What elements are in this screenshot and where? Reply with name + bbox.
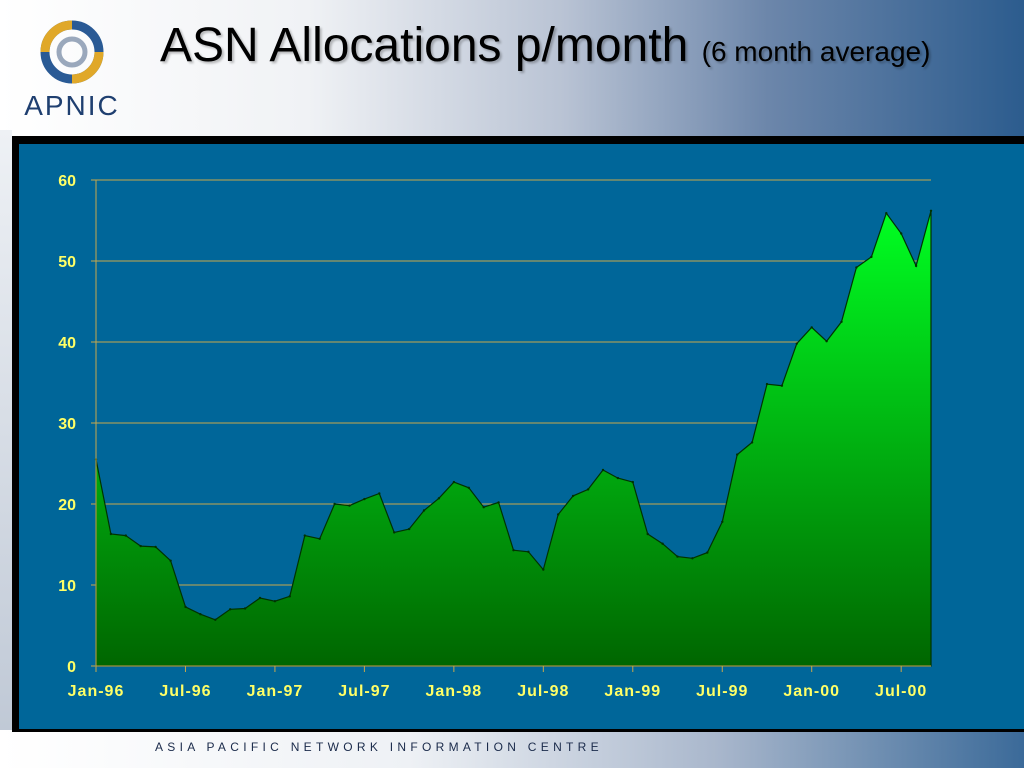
data-point [378,492,381,495]
data-point [706,551,709,554]
chart-panel: 0 10 20 30 40 50 60 Jan-96 Jul-96 Jan-97 Jul-97 Jan… [19,144,1024,729]
data-point [721,520,724,523]
data-point [646,532,649,536]
data-point [482,506,485,509]
series-area [95,210,932,667]
data-point [452,480,456,484]
data-point [169,559,172,562]
data-point [422,509,426,512]
footer-bar: ASIA PACIFIC NETWORK INFORMATION CENTRE [0,732,1024,768]
data-point [214,618,217,621]
data-point [870,255,873,259]
data-point [393,531,396,534]
title-sub: (6 month average) [701,36,931,67]
y-tick-label: 20 [58,497,76,514]
x-tick-label: Jan-97 [247,683,304,700]
data-point [631,480,634,484]
data-point [542,568,545,571]
y-tick-label: 40 [58,335,76,352]
left-decor-strip [0,130,12,730]
data-point [333,502,336,506]
data-point [750,441,754,444]
y-tick-label: 0 [67,659,76,676]
data-point [437,497,441,500]
data-point [885,212,888,215]
data-point [676,555,679,558]
data-point [557,513,560,516]
data-point [527,550,530,553]
y-tick-label: 10 [58,578,76,595]
footer-text: ASIA PACIFIC NETWORK INFORMATION CENTRE [155,740,603,754]
data-point [900,232,903,235]
data-point [616,476,620,480]
data-point [736,453,739,456]
data-point [780,384,784,387]
data-point [273,600,277,603]
x-tick-label: Jul-00 [875,683,927,700]
data-point [586,488,590,491]
data-point [229,608,232,611]
data-point [929,209,933,212]
data-point [825,340,828,343]
data-point [497,501,500,504]
data-point [840,320,843,323]
data-point [288,595,291,598]
x-tick-label: Jan-00 [783,683,840,700]
chart-frame: 0 10 20 30 40 50 60 Jan-96 Jul-96 Jan-97 Jul-97 Jan… [12,136,1024,732]
y-tick-label: 60 [58,173,76,190]
data-point [109,532,113,536]
x-tick-label: Jan-98 [426,683,483,700]
y-tick-label: 30 [58,416,76,433]
data-point [348,504,351,507]
x-tick-label: Jul-96 [159,683,211,700]
x-tick-label: Jan-99 [604,683,661,700]
data-point [199,613,202,616]
data-point [303,534,306,537]
data-point [124,534,128,537]
data-point [318,537,321,540]
y-tick-label: 50 [58,254,76,271]
data-point [795,342,798,345]
data-point [363,497,366,501]
apnic-ring-logo-icon [40,20,104,84]
page-title: ASN Allocations p/month (6 month average… [160,18,930,73]
data-point [571,494,575,498]
data-point [914,264,918,268]
data-point [154,545,157,549]
data-point [407,527,411,531]
data-point [243,607,247,610]
data-point [855,266,858,269]
data-point [601,468,605,472]
data-point [467,486,470,489]
data-point [258,596,262,600]
data-point [810,326,813,329]
data-point [661,542,664,545]
data-point [512,549,515,552]
title-main: ASN Allocations p/month [160,19,689,72]
apnic-logo-text: APNIC [24,90,120,121]
x-tick-label: Jan-96 [68,683,125,700]
x-tick-label: Jul-99 [696,683,748,700]
apnic-logo: APNIC [12,14,132,126]
data-point [184,605,187,609]
data-point [691,557,694,560]
x-tick-label: Jul-97 [338,683,390,700]
x-tick-label: Jul-98 [517,683,569,700]
data-point [139,544,142,548]
data-point [765,382,769,386]
area-chart: 0 10 20 30 40 50 60 Jan-96 Jul-96 Jan-97 Jul-97 Jan… [58,173,933,700]
